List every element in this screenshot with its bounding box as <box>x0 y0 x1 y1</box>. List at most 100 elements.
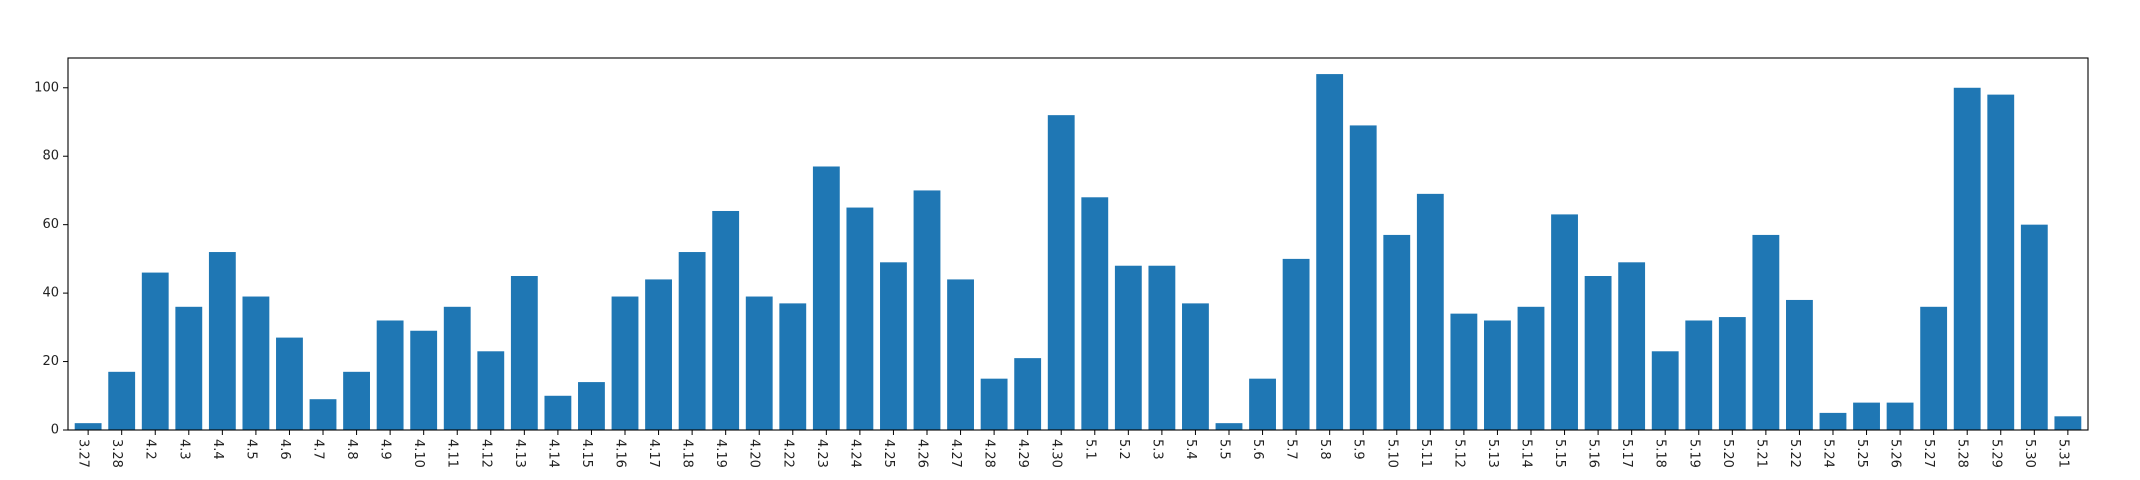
bar-5.6 <box>1249 378 1276 430</box>
x-tick-label: 4.13 <box>512 439 527 468</box>
x-tick-label: 4.27 <box>948 439 963 468</box>
bar-4.23 <box>812 166 840 431</box>
x-tick-label: 5.24 <box>1820 439 1835 468</box>
x-tick-label: 5.14 <box>1518 439 1533 468</box>
y-tick-label: 40 <box>42 286 59 301</box>
bar-5.16 <box>1584 276 1612 430</box>
x-tick-label: 4.25 <box>881 439 896 468</box>
y-tick-label: 100 <box>34 80 59 95</box>
bar-5.31 <box>2054 416 2082 430</box>
bar-4.3 <box>175 306 203 430</box>
x-tick-label: 3.28 <box>109 439 124 468</box>
bar-5.17 <box>1618 262 1646 430</box>
bar-4.12 <box>477 351 505 430</box>
bar-5.25 <box>1853 402 1880 430</box>
x-tick-label: 5.30 <box>2022 439 2037 468</box>
bar-5.1 <box>1081 197 1109 430</box>
bar-5.5 <box>1215 423 1243 430</box>
x-tick-label: 4.2 <box>143 439 158 460</box>
x-tick-label: 4.30 <box>1049 439 1064 468</box>
x-tick-label: 4.22 <box>780 439 795 468</box>
x-tick-label: 4.19 <box>713 439 728 468</box>
bar-3.27 <box>74 423 102 430</box>
x-tick-label: 5.5 <box>1217 439 1232 460</box>
bar-4.8 <box>343 371 370 430</box>
x-tick-label: 4.23 <box>814 439 829 468</box>
bar-5.15 <box>1551 214 1578 430</box>
y-tick-label: 60 <box>42 217 59 232</box>
x-tick-label: 5.25 <box>1854 439 1869 468</box>
x-tick-label: 4.8 <box>344 439 359 460</box>
x-tick-label: 5.21 <box>1753 439 1768 468</box>
bar-5.10 <box>1383 234 1411 430</box>
x-tick-label: 5.29 <box>1988 439 2003 468</box>
bar-4.10 <box>410 330 438 430</box>
bar-4.30 <box>1047 115 1075 431</box>
bar-4.22 <box>779 303 807 430</box>
bar-5.8 <box>1316 74 1344 430</box>
plot-frame <box>67 57 2089 431</box>
y-axis: 0 20 40 60 80 100 <box>34 80 68 438</box>
bar-5.2 <box>1114 265 1142 430</box>
bar-4.15 <box>578 382 605 430</box>
bar-5.9 <box>1349 125 1377 431</box>
bar-4.24 <box>846 207 874 430</box>
x-tick-label: 5.9 <box>1351 439 1366 460</box>
x-tick-label: 3.27 <box>76 439 91 468</box>
bar-4.17 <box>645 279 672 430</box>
bar-5.28 <box>1953 87 1981 431</box>
plot-area <box>74 74 2082 431</box>
x-tick-label: 5.4 <box>1183 439 1198 460</box>
bar-4.7 <box>309 399 337 430</box>
bar-5.11 <box>1416 193 1444 430</box>
x-tick-label: 4.3 <box>176 439 191 460</box>
x-tick-label: 5.26 <box>1888 439 1903 468</box>
x-tick-label: 4.16 <box>613 439 628 468</box>
bar-4.6 <box>276 337 303 430</box>
x-tick-label: 4.20 <box>747 439 762 468</box>
x-tick-label: 5.13 <box>1485 439 1500 468</box>
x-axis: 3.27 3.28 4.2 4.3 4.4 4.5 4.6 4.7 4.8 4.9 4.10 4.11… <box>76 430 2070 468</box>
bar-5.30 <box>2020 224 2048 430</box>
bar-4.29 <box>1014 358 1042 430</box>
bar-4.18 <box>678 252 706 430</box>
y-tick-label: 0 <box>51 423 59 438</box>
bar-4.4 <box>208 252 236 430</box>
bar-5.29 <box>1987 94 2015 431</box>
x-tick-label: 4.10 <box>411 439 426 468</box>
bar-4.25 <box>880 262 907 430</box>
x-tick-label: 5.19 <box>1686 439 1701 468</box>
x-tick-label: 5.6 <box>1250 439 1265 460</box>
x-tick-label: 5.10 <box>1384 439 1399 468</box>
bar-5.14 <box>1517 306 1545 430</box>
x-tick-label: 5.20 <box>1720 439 1735 468</box>
x-tick-label: 5.16 <box>1586 439 1601 468</box>
bar-4.2 <box>141 272 169 430</box>
x-tick-label: 4.6 <box>277 439 292 460</box>
bar-4.28 <box>980 378 1008 430</box>
bar-4.14 <box>544 395 572 430</box>
bar-5.19 <box>1685 320 1713 430</box>
x-tick-label: 5.27 <box>1921 439 1936 468</box>
bar-5.18 <box>1651 351 1679 430</box>
x-tick-label: 5.1 <box>1082 439 1097 460</box>
x-tick-label: 4.18 <box>680 439 695 468</box>
bar-5.4 <box>1182 303 1209 430</box>
bar-5.24 <box>1819 412 1847 430</box>
bar-4.20 <box>745 296 773 430</box>
x-tick-label: 5.7 <box>1284 439 1299 460</box>
x-tick-label: 5.8 <box>1317 439 1332 460</box>
bar-5.13 <box>1484 320 1511 430</box>
x-tick-label: 5.31 <box>2055 439 2070 468</box>
x-tick-label: 4.29 <box>1015 439 1030 468</box>
bar-5.20 <box>1718 317 1746 430</box>
x-tick-label: 4.9 <box>378 439 393 460</box>
x-tick-label: 5.11 <box>1418 439 1433 468</box>
x-tick-label: 4.15 <box>579 439 594 468</box>
x-tick-label: 5.18 <box>1653 439 1668 468</box>
bar-5.7 <box>1282 258 1310 430</box>
bar-5.26 <box>1886 402 1914 430</box>
bar-5.22 <box>1786 299 1813 430</box>
bar-5.3 <box>1148 265 1176 430</box>
